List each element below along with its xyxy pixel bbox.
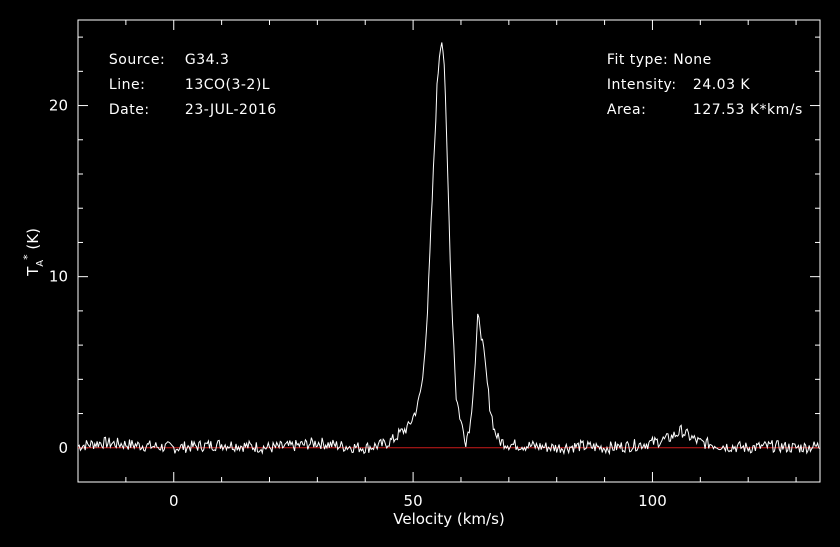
source-value: G34.3	[184, 52, 230, 68]
line-label: Line:	[108, 77, 146, 93]
x-tick-label: 50	[404, 492, 423, 510]
date-label: Date:	[108, 102, 150, 118]
area-label: Area:	[606, 102, 647, 118]
intensity-label: Intensity:	[606, 77, 677, 93]
axis-ticks	[78, 20, 820, 483]
area-value: 127.53 K*km/s	[692, 102, 803, 118]
y-tick-label: 20	[49, 97, 68, 115]
x-tick-label: 0	[169, 492, 179, 510]
date-row: Date: 23-JUL-2016	[99, 86, 277, 118]
source-label: Source:	[108, 52, 166, 68]
fit-value: None	[673, 52, 712, 68]
axis-tick-labels: 0 50 100 0 10 20	[49, 97, 667, 510]
x-tick-label: 100	[638, 492, 667, 510]
area-row: Area: 127.53 K*km/s	[597, 86, 803, 118]
y-tick-label: 0	[58, 439, 68, 457]
line-value: 13CO(3-2)L	[184, 77, 271, 93]
y-tick-label: 10	[49, 268, 68, 286]
intensity-row: Intensity: 24.03 K	[597, 61, 750, 93]
line-row: Line: 13CO(3-2)L	[99, 61, 270, 93]
spectrum-line	[77, 42, 821, 456]
y-axis-label: TA* (K)	[21, 228, 46, 277]
fit-label: Fit type:	[606, 52, 669, 68]
source-row: Source: G34.3	[99, 36, 229, 68]
plot-frame	[77, 19, 821, 483]
intensity-value: 24.03 K	[692, 77, 751, 93]
fit-row: Fit type: None	[597, 36, 712, 68]
date-value: 23-JUL-2016	[184, 102, 277, 118]
x-axis-label: Velocity (km/s)	[393, 510, 504, 528]
